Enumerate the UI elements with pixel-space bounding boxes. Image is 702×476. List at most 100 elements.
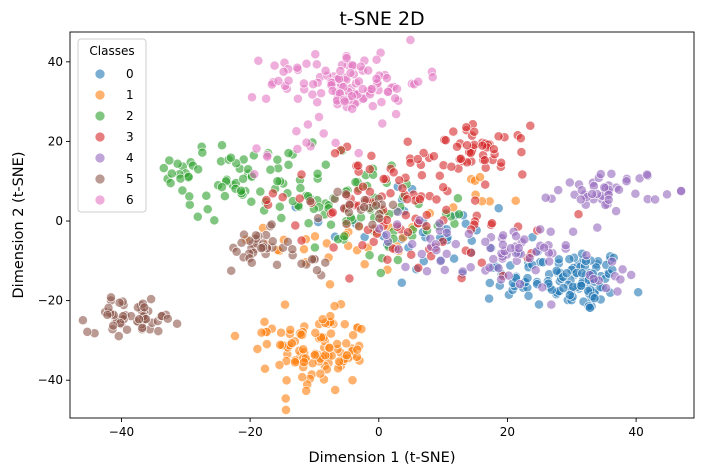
data-point-class-6 (312, 97, 323, 108)
data-point-class-3 (428, 151, 439, 162)
data-point-class-1 (341, 338, 352, 349)
data-point-class-1 (330, 385, 341, 395)
data-point-class-6 (318, 128, 329, 139)
data-point-class-2 (225, 152, 236, 163)
data-point-class-3 (462, 140, 473, 151)
data-point-class-3 (515, 133, 526, 144)
data-point-class-2 (175, 173, 186, 184)
data-point-class-3 (434, 170, 445, 181)
data-point-class-5 (374, 213, 385, 224)
data-point-class-6 (391, 109, 402, 120)
data-point-class-3 (328, 242, 339, 253)
data-point-class-1 (510, 195, 521, 206)
data-point-class-4 (544, 256, 555, 267)
data-point-class-5 (231, 246, 242, 257)
data-point-class-6 (341, 53, 352, 64)
data-point-class-1 (281, 405, 291, 415)
data-point-class-0 (522, 273, 533, 284)
x-tick-label: −40 (109, 425, 134, 439)
data-point-class-6 (261, 93, 272, 104)
data-point-class-2 (216, 182, 227, 193)
data-point-class-5 (134, 314, 145, 325)
data-point-class-6 (262, 151, 273, 162)
data-point-class-4 (568, 226, 579, 237)
data-point-class-4 (601, 283, 612, 294)
data-point-class-4 (431, 245, 442, 256)
data-point-class-6 (382, 86, 393, 97)
data-point-class-3 (461, 122, 472, 133)
data-point-class-3 (496, 157, 507, 168)
data-point-class-3 (416, 170, 427, 181)
data-point-class-5 (236, 237, 247, 248)
data-point-class-2 (283, 148, 294, 159)
data-point-class-6 (366, 84, 377, 95)
data-point-class-4 (607, 256, 618, 267)
data-point-class-0 (633, 287, 644, 298)
data-point-class-6 (278, 66, 289, 77)
data-point-class-3 (412, 154, 423, 165)
data-point-class-4 (488, 254, 499, 265)
data-point-class-3 (267, 188, 278, 199)
data-point-class-4 (588, 274, 599, 284)
data-point-class-4 (614, 184, 624, 195)
data-point-class-3 (452, 141, 462, 152)
data-point-class-3 (414, 194, 425, 205)
data-point-class-3 (385, 188, 396, 199)
data-point-class-3 (448, 126, 459, 137)
data-point-class-2 (272, 176, 283, 187)
y-axis-ticks: −40 −20 0 20 40 (38, 55, 70, 387)
data-point-class-4 (587, 189, 598, 199)
data-point-class-5 (146, 294, 157, 305)
y-tick-label: 40 (48, 55, 63, 69)
data-point-class-2 (184, 199, 195, 210)
y-tick-label: 20 (48, 134, 63, 148)
data-point-class-0 (561, 268, 572, 279)
data-point-class-2 (320, 159, 331, 170)
data-point-class-3 (440, 135, 451, 146)
data-point-class-4 (498, 230, 509, 241)
data-point-class-4 (515, 279, 525, 290)
data-point-class-6 (292, 93, 303, 104)
data-point-class-3 (402, 136, 413, 147)
data-point-class-4 (435, 256, 446, 266)
data-point-class-5 (341, 218, 352, 229)
legend-label-0: 0 (126, 67, 134, 81)
data-point-class-4 (621, 176, 632, 187)
data-point-class-3 (446, 161, 457, 172)
data-point-class-1 (230, 331, 240, 341)
data-point-class-4 (434, 218, 445, 229)
chart-title: t-SNE 2D (339, 8, 424, 30)
data-point-class-5 (359, 202, 370, 213)
data-point-class-4 (553, 185, 564, 196)
data-point-class-4 (603, 194, 614, 205)
x-axis-ticks: −40 −20 0 20 40 (109, 418, 644, 439)
data-point-class-3 (455, 153, 466, 164)
data-point-class-1 (299, 244, 309, 255)
data-point-class-4 (407, 239, 418, 250)
data-point-class-6 (311, 59, 322, 70)
data-point-class-6 (273, 76, 284, 86)
data-point-class-3 (431, 194, 442, 205)
data-point-class-1 (329, 301, 340, 312)
data-point-class-2 (283, 159, 294, 170)
legend-marker-0 (94, 68, 106, 80)
data-point-class-1 (317, 314, 328, 325)
data-point-class-0 (396, 277, 407, 288)
x-tick-label: 40 (628, 425, 643, 439)
data-point-class-5 (312, 265, 322, 276)
data-point-class-4 (535, 224, 546, 235)
data-point-class-2 (217, 140, 227, 151)
data-point-class-4 (393, 244, 404, 255)
data-point-class-2 (193, 164, 204, 175)
x-tick-label: −20 (237, 425, 262, 439)
data-point-class-4 (545, 226, 556, 237)
data-point-class-3 (525, 120, 536, 131)
data-point-class-5 (137, 322, 148, 333)
legend-marker-6 (94, 194, 106, 206)
data-point-class-1 (280, 393, 291, 404)
data-point-class-3 (366, 150, 377, 161)
data-point-class-2 (364, 250, 375, 261)
data-point-class-3 (493, 131, 504, 142)
data-point-class-2 (202, 204, 213, 215)
data-point-class-4 (484, 262, 495, 273)
